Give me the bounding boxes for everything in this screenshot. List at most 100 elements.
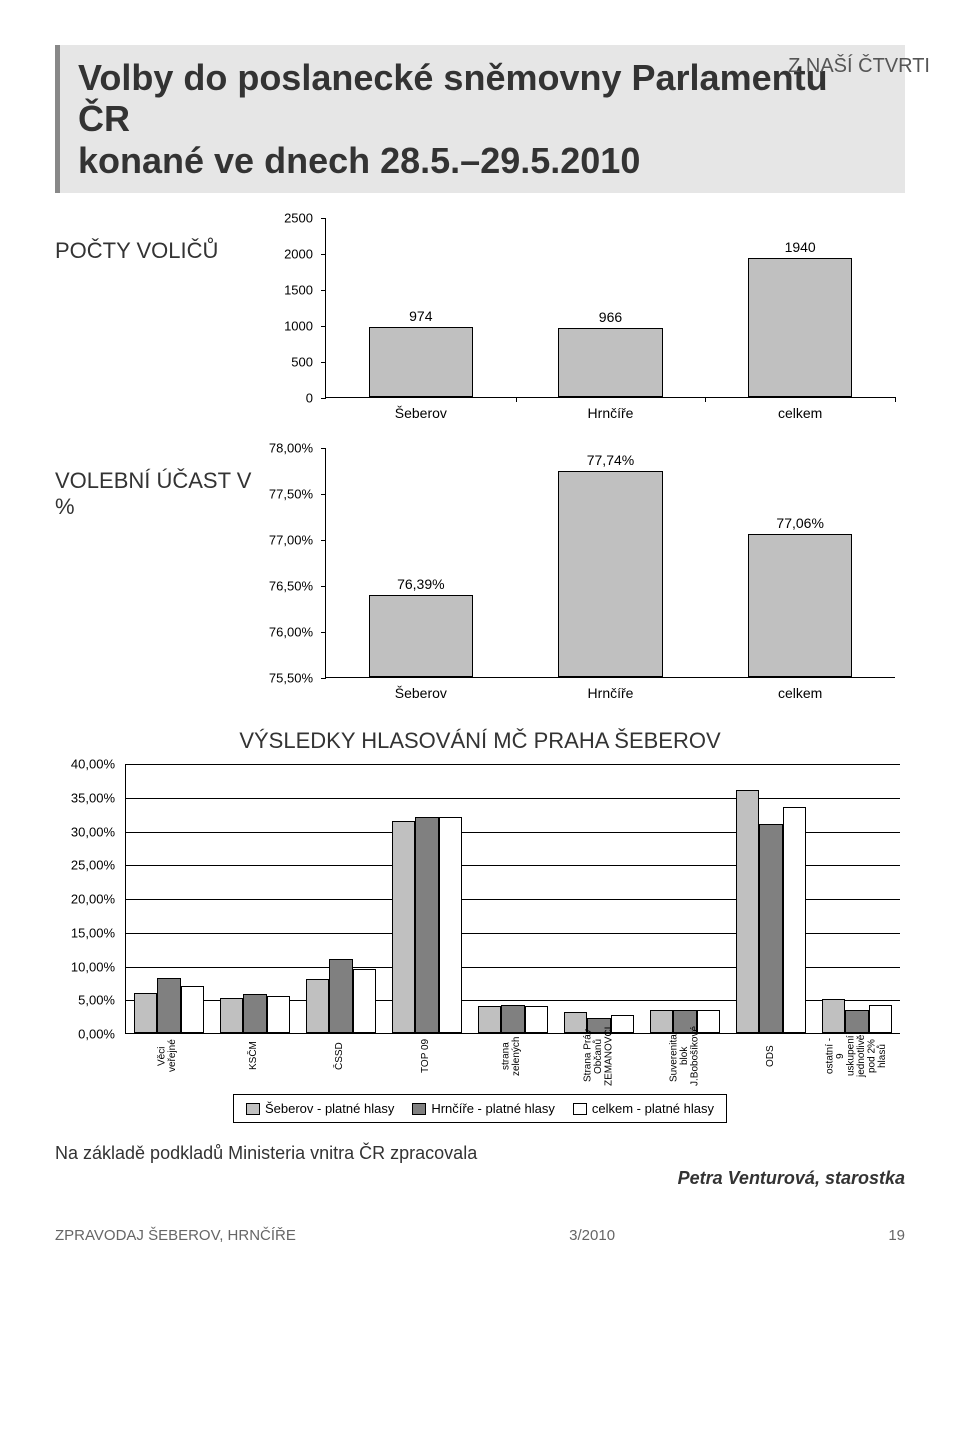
chart1-ylabel: 0 (255, 391, 313, 406)
chart3: 0,00% 5,00% 10,00% 15,00% 20,00% 25,00% 30,00%… (55, 764, 905, 1074)
chart1-bar-value: 966 (559, 309, 661, 325)
chart2-xlabel: celkem (778, 685, 822, 701)
chart3-bar (329, 959, 352, 1033)
credit-line: Na základě podkladů Ministeria vnitra ČR… (55, 1143, 905, 1164)
chart3-bar (267, 996, 290, 1033)
chart1-ylabel: 500 (255, 355, 313, 370)
legend-swatch (246, 1103, 260, 1115)
chart3-bar (243, 994, 266, 1033)
chart1-row: POČTY VOLIČŮ 974Šeberov966Hrnčíře1940cel… (55, 218, 905, 428)
chart2-ylabel: 77,50% (255, 487, 313, 502)
chart3-ylabel: 40,00% (55, 757, 115, 772)
section-header: Z NAŠÍ ČTVRTI (788, 55, 930, 78)
chart3-ylabel: 10,00% (55, 959, 115, 974)
chart2-bar: 76,39% (369, 595, 473, 677)
chart2-bar: 77,74% (558, 471, 662, 677)
chart3-bar (220, 998, 243, 1033)
chart3-bar (439, 817, 462, 1033)
signature: Petra Venturová, starostka (55, 1168, 905, 1189)
chart2-label: VOLEBNÍ ÚČAST V % (55, 468, 255, 520)
chart3-bar (181, 986, 204, 1033)
chart3-bar (478, 1006, 501, 1033)
chart1-bar-value: 974 (370, 308, 472, 324)
page: Z NAŠÍ ČTVRTI Volby do poslanecké sněmov… (0, 45, 960, 1269)
title-block: Volby do poslanecké sněmovny Parlamentu … (55, 45, 905, 193)
chart3-group (302, 959, 379, 1033)
chart2-bar-value: 76,39% (370, 576, 472, 592)
chart3-group (130, 978, 207, 1033)
chart2-row: VOLEBNÍ ÚČAST V % 76,39%Šeberov77,74%Hrn… (55, 448, 905, 708)
chart2-ylabel: 78,00% (255, 441, 313, 456)
chart3-bar (736, 790, 759, 1033)
chart1-label: POČTY VOLIČŮ (55, 238, 255, 264)
title-line-2: konané ve dnech 28.5.–29.5.2010 (78, 140, 640, 181)
chart3-bar (353, 969, 376, 1033)
chart3-xlabel: ČSSD (297, 1038, 383, 1074)
chart3-xlabel: Suverenita- blok J.Bobošíkové (642, 1038, 728, 1074)
chart1-area: 974Šeberov966Hrnčíře1940celkem 050010001… (255, 218, 905, 428)
chart2-bar-value: 77,74% (559, 452, 661, 468)
chart1-xlabel: Hrnčíře (588, 405, 634, 421)
chart3-xlabel: ostatní - 9 uskupení jednotlivě pod 2% h… (814, 1038, 900, 1074)
chart2-ylabel: 75,50% (255, 671, 313, 686)
chart1-bar: 974 (369, 327, 473, 397)
chart1-ylabel: 1000 (255, 319, 313, 334)
legend-label: celkem - platné hlasy (592, 1101, 714, 1116)
chart3-bar (783, 807, 806, 1033)
legend-swatch (573, 1103, 587, 1115)
chart3-ylabel: 20,00% (55, 892, 115, 907)
chart3-bar (869, 1005, 892, 1033)
chart3-bar (759, 824, 782, 1033)
chart1-bar: 966 (558, 328, 662, 398)
chart2-area: 76,39%Šeberov77,74%Hrnčíře77,06%celkem 7… (255, 448, 905, 708)
chart3-group (818, 999, 895, 1033)
chart3-bar (501, 1005, 524, 1033)
chart3-legend: Šeberov - platné hlasy Hrnčíře - platné h… (233, 1094, 727, 1123)
chart1-ylabel: 2500 (255, 211, 313, 226)
page-title: Volby do poslanecké sněmovny Parlamentu … (78, 57, 887, 181)
chart1-bar: 1940 (748, 258, 852, 398)
chart3-group (388, 817, 465, 1033)
chart3-xlabel: strana zelených (469, 1038, 555, 1074)
chart2-plot: 76,39%Šeberov77,74%Hrnčíře77,06%celkem (325, 448, 895, 678)
chart1-bar-value: 1940 (749, 239, 851, 255)
chart1-xlabel: celkem (778, 405, 822, 421)
chart3-bar (134, 993, 157, 1034)
chart3-plot (125, 764, 900, 1034)
chart3-title: VÝSLEDKY HLASOVÁNÍ MČ PRAHA ŠEBEROV (55, 728, 905, 754)
chart3-bar (415, 817, 438, 1033)
chart2-bar-value: 77,06% (749, 515, 851, 531)
chart2-ylabel: 76,00% (255, 625, 313, 640)
chart2-xlabel: Šeberov (395, 685, 447, 701)
footer: ZPRAVODAJ ŠEBEROV, HRNČÍŘE 3/2010 19 (55, 1219, 905, 1244)
chart3-ylabel: 25,00% (55, 858, 115, 873)
chart3-group (474, 1005, 551, 1033)
chart3-ylabel: 15,00% (55, 925, 115, 940)
chart3-ylabel: 5,00% (55, 993, 115, 1008)
legend-item: Šeberov - platné hlasy (246, 1101, 394, 1116)
chart2-xlabel: Hrnčíře (588, 685, 634, 701)
chart2-bar: 77,06% (748, 534, 852, 678)
chart3-group (732, 790, 809, 1033)
chart3-ylabel: 0,00% (55, 1027, 115, 1042)
legend-item: celkem - platné hlasy (573, 1101, 714, 1116)
chart3-bar (822, 999, 845, 1033)
credit-block: Na základě podkladů Ministeria vnitra ČR… (55, 1143, 905, 1189)
title-line-1: Volby do poslanecké sněmovny Parlamentu … (78, 57, 828, 139)
chart2: 76,39%Šeberov77,74%Hrnčíře77,06%celkem 7… (255, 448, 905, 708)
chart1: 974Šeberov966Hrnčíře1940celkem 050010001… (255, 218, 905, 428)
chart3-xlabel: ODS (728, 1038, 814, 1074)
chart3-bar (157, 978, 180, 1033)
chart3-ylabel: 35,00% (55, 790, 115, 805)
chart3-bar (845, 1010, 868, 1034)
legend-label: Hrnčíře - platné hlasy (431, 1101, 555, 1116)
chart3-xlabel: Věci veřejné (125, 1038, 211, 1074)
footer-center: 3/2010 (569, 1227, 615, 1244)
chart3-bar (392, 821, 415, 1034)
chart3-ylabel: 30,00% (55, 824, 115, 839)
legend-item: Hrnčíře - platné hlasy (412, 1101, 555, 1116)
chart3-xlabel: TOP 09 (383, 1038, 469, 1074)
chart3-bar (525, 1006, 548, 1033)
chart1-ylabel: 2000 (255, 247, 313, 262)
footer-right: 19 (888, 1227, 905, 1244)
